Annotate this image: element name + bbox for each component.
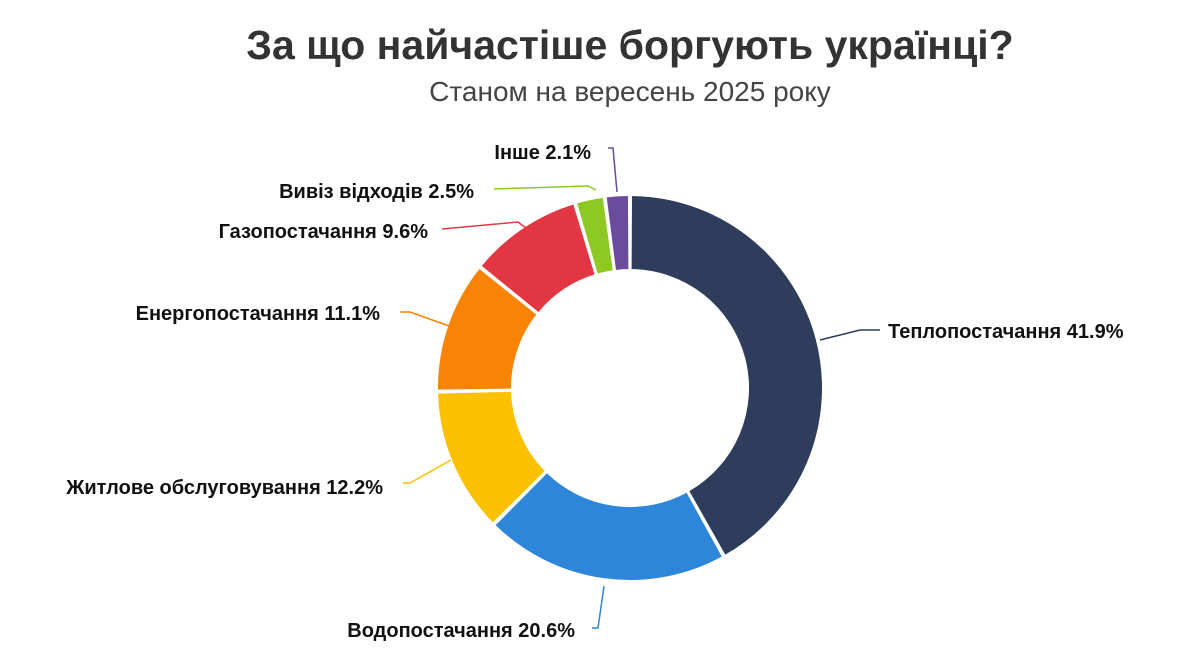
donut-slices	[436, 194, 824, 582]
leader-line-1	[819, 329, 880, 341]
leader-line-3	[403, 459, 452, 484]
slice-label-2: Водопостачання 20.6%	[347, 620, 575, 642]
leader-lines	[400, 147, 880, 629]
slice-2	[493, 470, 725, 582]
chart-subtitle: Станом на вересень 2025 року	[429, 76, 831, 107]
slice-7	[604, 194, 631, 272]
slice-4	[436, 266, 539, 392]
slice-label-5: Газопостачання 9.6%	[219, 221, 429, 243]
leader-line-6	[493, 185, 597, 191]
slice-1	[629, 194, 824, 558]
slice-3	[436, 389, 548, 525]
slice-label-6: Вивіз відходів 2.5%	[279, 181, 474, 203]
slice-label-1: Теплопостачання 41.9%	[888, 321, 1124, 343]
slice-label-4: Енергопостачання 11.1%	[136, 303, 381, 325]
slice-label-7: Інше 2.1%	[494, 142, 591, 164]
slice-5	[479, 202, 597, 315]
leader-line-4	[400, 311, 450, 327]
slice-label-3: Житлове обслуговування 12.2%	[65, 477, 383, 499]
leader-line-2	[592, 585, 605, 629]
leader-line-5	[441, 221, 527, 230]
slice-6	[574, 195, 615, 276]
chart-title: За що найчастіше боргують українці?	[246, 22, 1014, 68]
slice-labels: Теплопостачання 41.9% Водопостачання 20.6…	[65, 142, 1123, 642]
leader-line-7	[608, 147, 618, 193]
